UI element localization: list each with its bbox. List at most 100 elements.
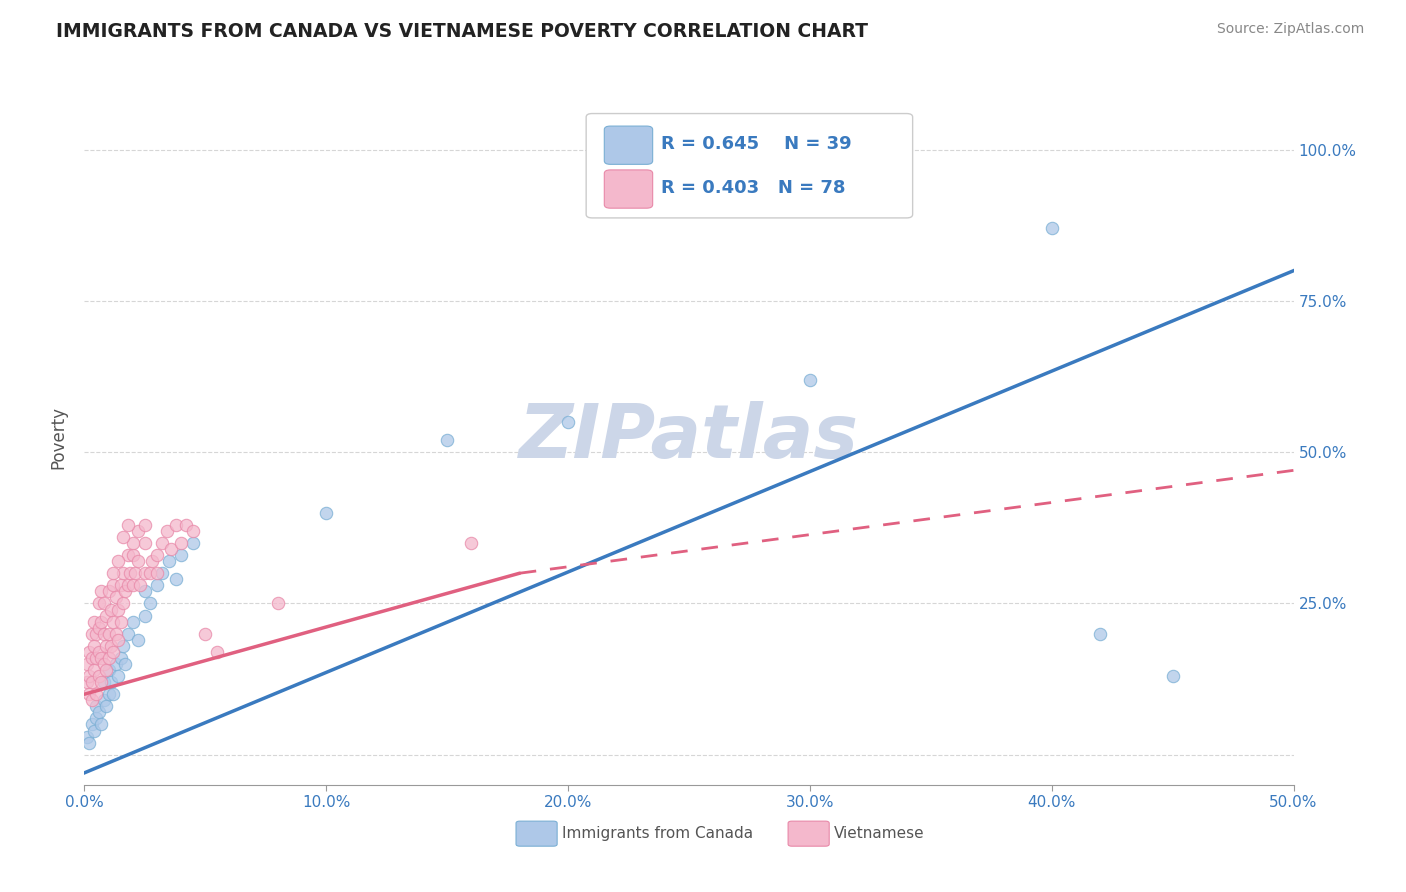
Point: [93, 675, 115, 690]
Point: [87, 669, 110, 683]
Point: [83, 723, 105, 738]
Point: [77, 645, 100, 659]
Point: [90, 651, 112, 665]
Point: [134, 566, 156, 581]
Point: [557, 415, 579, 429]
Point: [80, 693, 103, 707]
Point: [157, 554, 180, 568]
Point: [112, 639, 135, 653]
Y-axis label: Poverty: Poverty: [49, 406, 67, 468]
Point: [86, 626, 108, 640]
Point: [110, 651, 132, 665]
Point: [110, 615, 132, 629]
Point: [104, 657, 127, 671]
Point: [87, 706, 110, 720]
Point: [120, 566, 142, 581]
FancyBboxPatch shape: [605, 169, 652, 208]
Point: [94, 608, 117, 623]
FancyBboxPatch shape: [789, 822, 830, 847]
FancyBboxPatch shape: [586, 113, 912, 218]
Point: [94, 639, 117, 653]
Point: [114, 584, 136, 599]
Point: [86, 699, 108, 714]
Point: [138, 597, 160, 611]
Point: [460, 536, 482, 550]
Point: [76, 657, 98, 671]
Point: [174, 517, 197, 532]
Point: [160, 541, 183, 556]
Point: [107, 554, 129, 568]
Point: [121, 578, 143, 592]
Point: [181, 536, 204, 550]
Point: [107, 632, 129, 647]
Point: [103, 578, 125, 592]
Point: [165, 572, 187, 586]
Point: [87, 645, 110, 659]
Point: [207, 645, 229, 659]
Text: R = 0.645    N = 39: R = 0.645 N = 39: [661, 136, 852, 153]
Point: [121, 548, 143, 562]
FancyBboxPatch shape: [516, 822, 557, 847]
Point: [1040, 221, 1063, 235]
Point: [134, 517, 156, 532]
Point: [110, 578, 132, 592]
Point: [436, 433, 458, 447]
Point: [138, 566, 160, 581]
Point: [103, 687, 125, 701]
Point: [127, 554, 149, 568]
Point: [103, 566, 125, 581]
Point: [112, 597, 135, 611]
Point: [77, 736, 100, 750]
Point: [97, 651, 120, 665]
Point: [83, 639, 105, 653]
Point: [117, 578, 139, 592]
Point: [170, 548, 193, 562]
Point: [315, 506, 337, 520]
Point: [112, 566, 135, 581]
Point: [94, 663, 117, 677]
Point: [129, 578, 152, 592]
Point: [141, 554, 163, 568]
Text: IMMIGRANTS FROM CANADA VS VIETNAMESE POVERTY CORRELATION CHART: IMMIGRANTS FROM CANADA VS VIETNAMESE POV…: [56, 22, 869, 41]
Point: [112, 530, 135, 544]
Text: R = 0.403   N = 78: R = 0.403 N = 78: [661, 179, 845, 197]
Point: [1161, 669, 1184, 683]
Point: [146, 566, 169, 581]
Text: Source: ZipAtlas.com: Source: ZipAtlas.com: [1216, 22, 1364, 37]
Text: ZIPatlas: ZIPatlas: [519, 401, 859, 474]
Point: [150, 566, 173, 581]
Point: [90, 615, 112, 629]
Point: [146, 578, 169, 592]
Point: [93, 693, 115, 707]
Text: Vietnamese: Vietnamese: [834, 826, 925, 841]
Point: [146, 548, 169, 562]
Point: [83, 663, 105, 677]
Point: [80, 626, 103, 640]
Point: [104, 591, 127, 605]
Point: [103, 615, 125, 629]
Point: [124, 566, 146, 581]
Point: [107, 602, 129, 616]
Point: [97, 584, 120, 599]
Point: [90, 717, 112, 731]
Point: [127, 632, 149, 647]
Point: [150, 536, 173, 550]
Point: [155, 524, 177, 538]
Point: [90, 584, 112, 599]
Point: [80, 717, 103, 731]
Point: [134, 536, 156, 550]
Point: [170, 536, 193, 550]
Point: [93, 626, 115, 640]
Point: [86, 711, 108, 725]
Point: [134, 584, 156, 599]
Point: [76, 675, 98, 690]
Point: [100, 639, 122, 653]
Point: [1088, 626, 1111, 640]
Point: [799, 373, 821, 387]
Point: [181, 524, 204, 538]
Point: [93, 657, 115, 671]
Point: [77, 669, 100, 683]
Point: [165, 517, 187, 532]
Point: [97, 687, 120, 701]
Point: [77, 687, 100, 701]
